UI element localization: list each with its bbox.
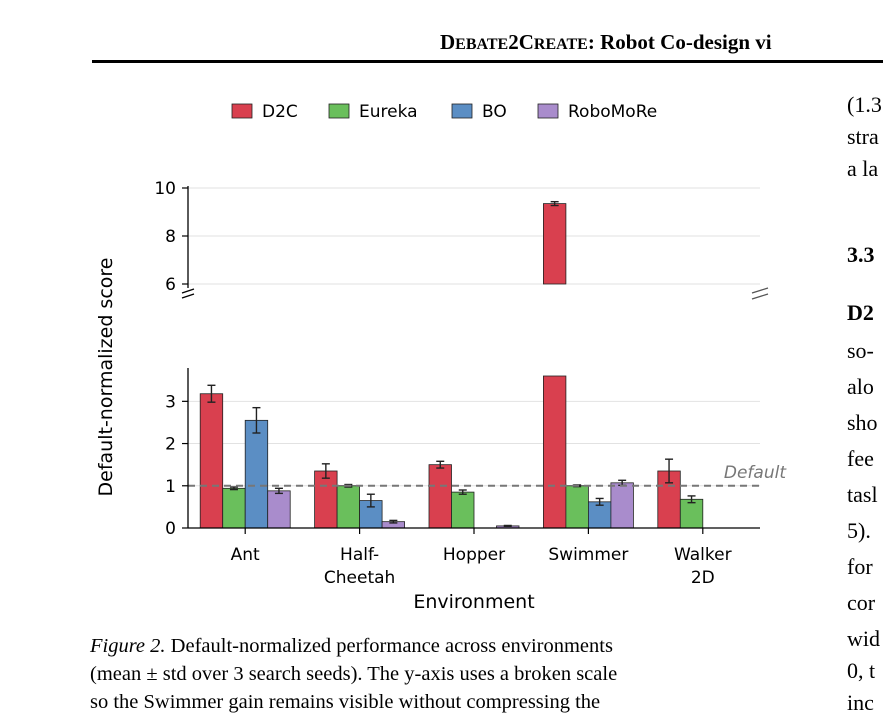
axis-break-mark (751, 287, 769, 294)
bar (314, 470, 338, 529)
running-head: DEBATE2CREATE: Robot Co-design vi (440, 30, 772, 55)
bar (565, 485, 589, 529)
performance-chart: Default 0 1 2 3 6 8 10 Ant Half-Cheetah Hopper Swim… (95, 102, 787, 613)
right-column-line: 5). (847, 518, 871, 543)
figure-caption: Figure 2. Default-normalized performance… (90, 632, 795, 716)
right-column-line: 0, t (847, 658, 876, 683)
legend-swatch (451, 103, 473, 119)
bar (679, 498, 704, 529)
header-rule (92, 60, 883, 63)
legend-label: RoboMoRe (568, 102, 657, 122)
legend-label: D2C (262, 102, 298, 122)
right-column-line: a la (847, 156, 879, 181)
legend-label: BO (482, 102, 507, 122)
x-axis-label: Environment (413, 591, 534, 613)
running-head-rest: : Robot Co-design vi (587, 30, 772, 54)
axis-break-gap (542, 288, 567, 372)
y-tick-label: 0 (165, 519, 176, 539)
x-tick-label: Walker 2D (674, 545, 732, 588)
right-column-line: alo (847, 374, 874, 399)
x-tick-label: Hopper (443, 545, 505, 565)
bar (428, 464, 452, 529)
axis-break-mark (181, 293, 195, 299)
x-tick-label: Swimmer (548, 545, 628, 565)
caption-text-1: Default-normalized performance across en… (170, 635, 613, 657)
y-tick-label: 6 (165, 275, 176, 295)
y-tick-label: 8 (165, 227, 176, 247)
right-column-line: tasl (847, 482, 878, 507)
right-column-line: fee (847, 446, 874, 471)
legend-label: Eureka (359, 102, 418, 122)
legend-swatch (231, 103, 253, 119)
x-tick-label: Half-Cheetah (324, 545, 395, 588)
y-tick-label: 2 (165, 435, 176, 455)
legend-swatch (537, 103, 559, 119)
right-column-line: (1.3 (847, 92, 882, 117)
bar (199, 393, 224, 529)
caption-line-3: so the Swimmer gain remains visible with… (90, 691, 601, 713)
right-column-line: 3.3 (847, 242, 875, 267)
legend-swatch (328, 103, 350, 119)
axis-break-mark (751, 293, 769, 300)
caption-line-2: (mean ± std over 3 search seeds). The y-… (90, 663, 618, 685)
right-column-line: sho (847, 410, 878, 435)
bar (610, 482, 634, 529)
running-head-d: D (440, 30, 456, 54)
running-head-ebate: EBATE (455, 36, 509, 53)
running-head-2c: 2C (508, 30, 534, 54)
right-column-line: for (847, 554, 873, 579)
right-column-line: cor (847, 590, 876, 615)
y-tick-label: 3 (165, 392, 176, 412)
bar (244, 419, 269, 529)
bar (543, 203, 567, 285)
default-label: Default (724, 463, 787, 483)
right-column-line: stra (847, 124, 879, 149)
caption-line-1: Figure 2. Default-normalized performance… (90, 632, 795, 660)
bar (543, 375, 567, 529)
right-column-line: inc (847, 690, 874, 715)
y-tick-label: 10 (154, 179, 176, 199)
running-head-reate: REATE (533, 36, 588, 53)
x-tick-label: Ant (231, 545, 260, 565)
y-axis-label: Default-normalized score (95, 258, 117, 497)
bar (222, 487, 246, 529)
bar (267, 490, 291, 529)
bar (451, 491, 475, 529)
right-column-line: so- (847, 338, 874, 363)
bar (336, 485, 361, 529)
right-column-line: D2 (847, 300, 874, 325)
right-column-line: wid (847, 626, 880, 651)
y-tick-label: 1 (165, 477, 176, 497)
caption-label: Figure 2. (90, 635, 166, 657)
axis-break-mark (181, 288, 195, 294)
